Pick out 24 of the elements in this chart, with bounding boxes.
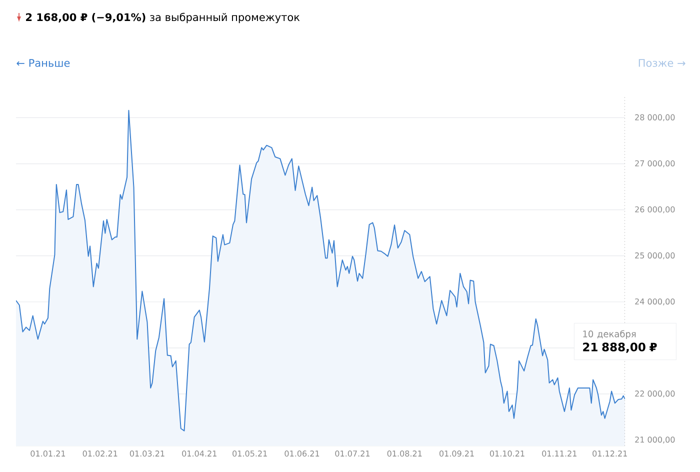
y-tick-label: 27 000,00 <box>635 160 675 168</box>
x-tick-label: 01.07.21 <box>335 450 370 457</box>
x-tick-label: 01.11.21 <box>542 450 576 457</box>
y-tick-label: 25 000,00 <box>635 252 675 260</box>
text: Позже → <box>638 59 686 67</box>
x-tick-label: 01.05.21 <box>232 450 267 457</box>
annotation: 10 декабря <box>583 330 636 340</box>
chart-title: 2 168,00 ₽ (−9,01%) за выбранный промежуток <box>26 12 300 24</box>
x-tick-label: 01.08.21 <box>387 450 422 457</box>
y-tick-label: 21 000,00 <box>635 436 675 444</box>
x-tick-label: 01.01.21 <box>30 450 66 457</box>
y-tick-label: 26 000,00 <box>635 206 675 214</box>
x-tick-label: 01.09.21 <box>440 450 474 457</box>
x-tick-label: 01.10.21 <box>490 450 524 457</box>
x-tick-label: 01.03.21 <box>130 450 164 457</box>
x-tick-label: 01.06.21 <box>284 450 320 457</box>
y-tick-label: 24 000,00 <box>635 298 675 306</box>
annotation: 21 888,00 ₽ <box>583 342 657 353</box>
y-tick-label: 28 000,00 <box>635 114 675 122</box>
y-tick-label: 22 000,00 <box>635 390 675 398</box>
x-tick-label: 01.12.21 <box>592 450 627 457</box>
x-tick-label: 01.04.21 <box>182 450 216 457</box>
x-tick-label: 01.02.21 <box>82 450 118 457</box>
text: ← Раньше <box>16 59 70 67</box>
